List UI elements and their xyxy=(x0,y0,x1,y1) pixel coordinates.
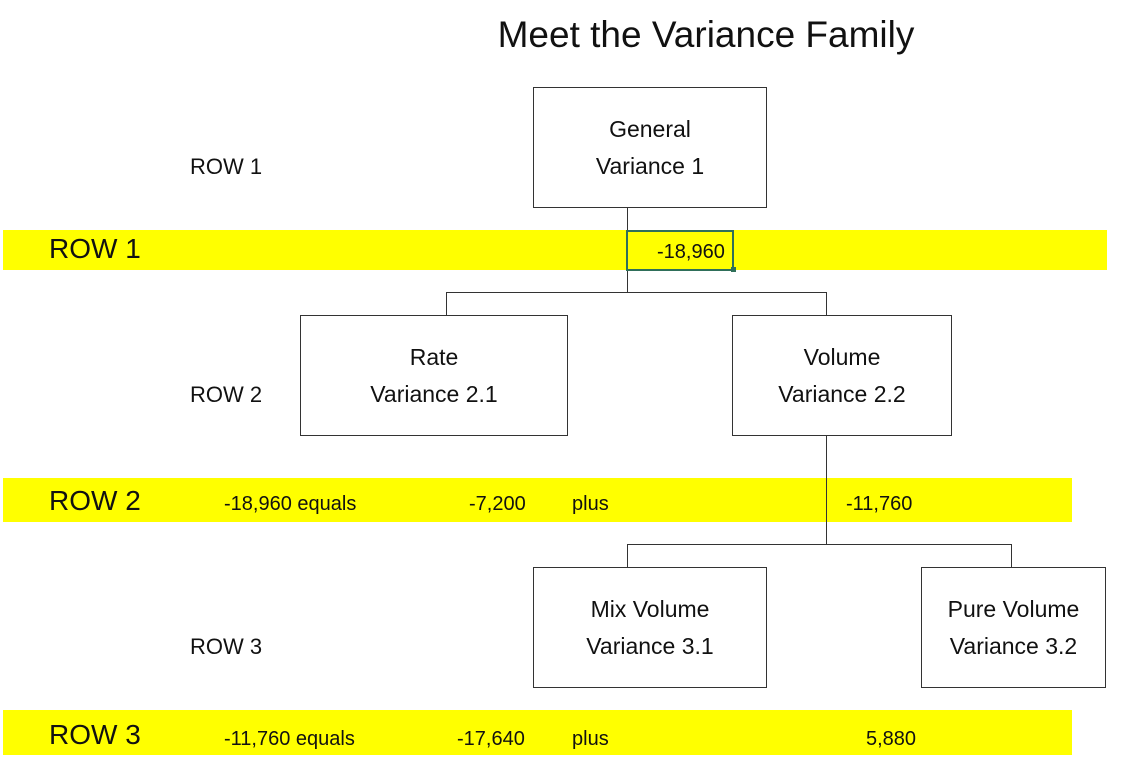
connector-to-volume xyxy=(826,292,827,316)
box-line-1: Rate xyxy=(409,343,459,370)
fill-handle[interactable] xyxy=(731,267,736,272)
row-label-1: ROW 1 xyxy=(190,154,263,179)
row-3-mix-value: -17,640 xyxy=(457,728,525,750)
row-3-band xyxy=(3,710,1072,755)
row-3-equation-start: -11,760 equals xyxy=(224,728,355,750)
row-2-equation-start: -18,960 equals xyxy=(224,493,357,515)
connector-row3-bar xyxy=(627,544,1012,545)
diagram-title: Meet the Variance Family xyxy=(497,14,915,55)
row-2-band xyxy=(3,478,1072,522)
connector-to-mix xyxy=(627,544,628,568)
box-line-1: General xyxy=(609,115,691,142)
box-line-2: Variance 2.1 xyxy=(370,380,498,407)
row-1-band xyxy=(3,230,1107,270)
row-2-volume-value: -11,760 xyxy=(846,493,913,515)
band-label-row-2: ROW 2 xyxy=(49,485,141,516)
general-variance-box: General Variance 1 xyxy=(533,87,767,208)
mix-volume-variance-box: Mix Volume Variance 3.1 xyxy=(533,567,767,688)
connector-row2-bar xyxy=(446,292,827,293)
box-line-2: Variance 3.2 xyxy=(949,632,1078,659)
box-line-1: Pure Volume xyxy=(947,595,1080,622)
row-3-plus: plus xyxy=(572,728,609,750)
row-2-plus: plus xyxy=(572,493,609,515)
row-label-3: ROW 3 xyxy=(190,634,263,659)
rate-variance-box: Rate Variance 2.1 xyxy=(300,315,568,436)
connector-to-pure xyxy=(1011,544,1012,568)
pure-volume-variance-box: Pure Volume Variance 3.2 xyxy=(921,567,1106,688)
connector-to-rate xyxy=(446,292,447,316)
row-1-total: -18,960 xyxy=(657,241,725,263)
box-line-1: Mix Volume xyxy=(590,595,710,622)
box-line-2: Variance 3.1 xyxy=(586,632,714,659)
box-line-2: Variance 2.2 xyxy=(778,380,906,407)
row-3-pure-value: 5,880 xyxy=(866,728,917,750)
connector-volume-down xyxy=(826,435,827,544)
box-line-2: Variance 1 xyxy=(595,152,705,179)
band-label-row-1: ROW 1 xyxy=(49,233,141,264)
box-line-1: Volume xyxy=(803,343,881,370)
volume-variance-box: Volume Variance 2.2 xyxy=(732,315,952,436)
band-label-row-3: ROW 3 xyxy=(49,719,141,750)
selected-cell[interactable] xyxy=(626,230,734,271)
row-label-2: ROW 2 xyxy=(190,382,263,407)
row-2-rate-value: -7,200 xyxy=(469,493,526,515)
